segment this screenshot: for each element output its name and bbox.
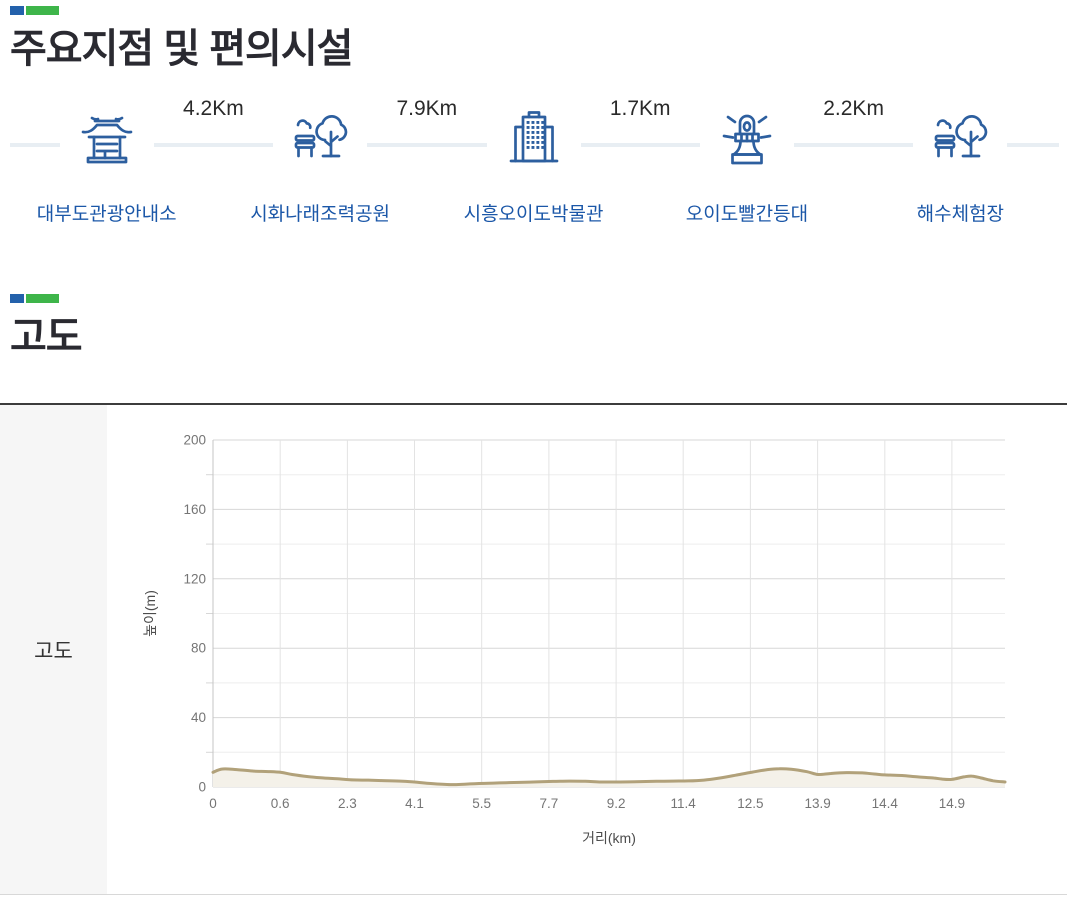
waypoint-sihwa-narae-park: 시화나래조력공원 xyxy=(213,91,426,233)
waypoint-oido-museum: 시흥오이도박물관 xyxy=(427,91,640,233)
distance-label-3: 1.7Km xyxy=(609,97,671,121)
pavilion-icon xyxy=(59,104,154,179)
svg-text:9.2: 9.2 xyxy=(607,796,626,811)
waypoint-seawater-experience: 해수체험장 xyxy=(854,91,1067,233)
elevation-table: 고도 0 40 80 120 160 200 0 0.6 2.3 4.1 5.5 7.7 9.2 11.4… xyxy=(0,403,1067,896)
svg-text:80: 80 xyxy=(191,641,206,656)
svg-text:4.1: 4.1 xyxy=(405,796,424,811)
waypoints-section-title: 주요지점 및 편의시설 xyxy=(10,27,353,71)
park-bench-tree-icon xyxy=(913,104,1008,179)
section-deco-bar xyxy=(10,5,1067,15)
distance-label-1: 4.2Km xyxy=(183,97,244,121)
waypoint-name: 오이도빨간등대 xyxy=(685,204,809,226)
svg-text:7.7: 7.7 xyxy=(540,796,559,811)
svg-text:200: 200 xyxy=(183,433,206,448)
elevation-row-header: 고도 xyxy=(0,405,107,895)
waypoint-name: 해수체험장 xyxy=(916,204,1005,226)
distance-label-2: 7.9Km xyxy=(396,97,458,121)
lighthouse-icon xyxy=(699,104,794,179)
svg-text:거리(km): 거리(km) xyxy=(582,830,636,846)
svg-text:14.9: 14.9 xyxy=(939,796,965,811)
deco-blue-square xyxy=(10,293,24,303)
svg-text:40: 40 xyxy=(191,710,206,725)
svg-text:13.9: 13.9 xyxy=(804,796,830,811)
waypoint-strip: 4.2Km 7.9Km 1.7Km 2.2Km 대부도관광안내소 xyxy=(0,91,1067,233)
svg-text:11.4: 11.4 xyxy=(671,796,697,811)
deco-green-bar xyxy=(26,293,59,303)
svg-text:14.4: 14.4 xyxy=(872,796,899,811)
museum-building-icon xyxy=(486,104,581,179)
svg-text:0.6: 0.6 xyxy=(271,796,290,811)
svg-text:0: 0 xyxy=(209,796,217,811)
svg-text:12.5: 12.5 xyxy=(737,796,763,811)
park-bench-tree-icon xyxy=(273,104,368,179)
elevation-area-chart: 0 40 80 120 160 200 0 0.6 2.3 4.1 5.5 7.7 9.2 11.4 12.… xyxy=(142,433,1007,846)
deco-blue-square xyxy=(10,5,24,15)
svg-text:5.5: 5.5 xyxy=(472,796,491,811)
svg-text:120: 120 xyxy=(183,572,206,587)
waypoint-name: 시흥오이도박물관 xyxy=(463,204,604,226)
elevation-chart: 0 40 80 120 160 200 0 0.6 2.3 4.1 5.5 7.7 9.2 11.4 12.… xyxy=(107,405,1067,895)
waypoint-daebudo-info-center: 대부도관광안내소 xyxy=(0,91,213,233)
svg-text:2.3: 2.3 xyxy=(338,796,357,811)
deco-green-bar xyxy=(26,5,59,15)
section-deco-bar xyxy=(10,293,1067,303)
waypoint-name: 시화나래조력공원 xyxy=(250,204,391,226)
svg-text:160: 160 xyxy=(183,502,206,517)
svg-text:높이(m): 높이(m) xyxy=(142,591,158,638)
waypoint-oido-red-lighthouse: 오이도빨간등대 xyxy=(640,91,853,233)
svg-text:0: 0 xyxy=(198,780,206,795)
distance-label-4: 2.2Km xyxy=(823,97,884,121)
elevation-section-title: 고도 xyxy=(10,315,83,360)
waypoint-name: 대부도관광안내소 xyxy=(36,204,177,226)
